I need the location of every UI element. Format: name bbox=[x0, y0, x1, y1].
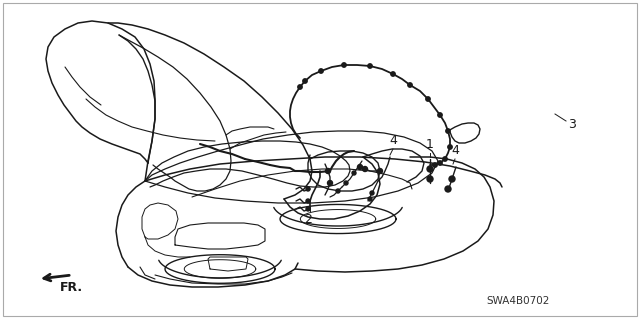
Circle shape bbox=[378, 168, 383, 174]
Circle shape bbox=[438, 113, 442, 117]
Circle shape bbox=[358, 165, 362, 169]
Circle shape bbox=[427, 166, 433, 172]
Circle shape bbox=[303, 79, 307, 83]
Circle shape bbox=[427, 176, 433, 182]
Circle shape bbox=[448, 145, 452, 149]
Circle shape bbox=[362, 167, 367, 172]
Circle shape bbox=[319, 69, 323, 73]
Circle shape bbox=[298, 85, 302, 89]
Text: SWA4B0702: SWA4B0702 bbox=[486, 296, 550, 306]
Text: 4: 4 bbox=[451, 144, 459, 157]
Circle shape bbox=[352, 171, 356, 175]
Circle shape bbox=[306, 187, 310, 191]
Circle shape bbox=[370, 191, 374, 195]
Circle shape bbox=[446, 129, 450, 133]
Circle shape bbox=[449, 176, 455, 182]
Text: 2: 2 bbox=[304, 213, 312, 226]
Circle shape bbox=[433, 163, 437, 167]
Circle shape bbox=[445, 186, 451, 192]
Circle shape bbox=[306, 207, 310, 211]
Text: 4: 4 bbox=[389, 134, 397, 147]
Circle shape bbox=[344, 181, 348, 185]
Circle shape bbox=[426, 97, 430, 101]
Circle shape bbox=[391, 72, 396, 76]
Circle shape bbox=[326, 168, 330, 174]
Circle shape bbox=[306, 199, 310, 203]
Circle shape bbox=[368, 64, 372, 68]
Circle shape bbox=[408, 83, 412, 87]
Circle shape bbox=[328, 181, 333, 186]
Circle shape bbox=[336, 189, 340, 193]
Circle shape bbox=[368, 197, 372, 201]
Circle shape bbox=[342, 63, 346, 67]
Text: FR.: FR. bbox=[60, 281, 83, 294]
Circle shape bbox=[438, 161, 442, 165]
Text: 1: 1 bbox=[426, 138, 434, 151]
Text: 3: 3 bbox=[568, 117, 576, 130]
Circle shape bbox=[443, 157, 447, 161]
